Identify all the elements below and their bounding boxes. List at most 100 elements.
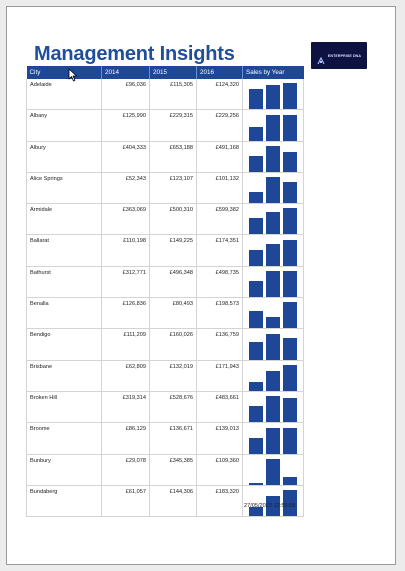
value-cell-2014: £96,036 (101, 79, 150, 111)
sparkline-bar-2014 (249, 155, 263, 172)
sparkline-bar-2014 (249, 507, 263, 516)
value-cell-2015: £115,305 (149, 79, 197, 111)
value-cell-2016: £174,351 (196, 234, 243, 267)
value-cell-2014: £62,809 (101, 360, 150, 392)
value-cell-2014: £126,836 (101, 297, 150, 330)
enterprise-dna-logo-icon (317, 52, 325, 64)
sparkline-bar-2016 (283, 364, 297, 391)
value-cell-2016: £229,256 (196, 109, 243, 142)
value-cell-2014: £125,990 (101, 109, 150, 142)
value-cell-2016: £171,943 (196, 360, 243, 392)
sparkline-bar-2016 (283, 151, 297, 172)
mouse-pointer-icon (68, 68, 78, 82)
table-row: Benalla £126,836 £80,493 £198,573 (26, 297, 304, 330)
value-cell-2015: £496,348 (149, 266, 197, 299)
value-cell-2014: £110,198 (101, 234, 150, 267)
table-row: Albury £404,333 £653,188 £491,168 (26, 141, 304, 173)
value-cell-2014: £111,209 (101, 328, 150, 361)
sparkline-bar-2015 (266, 145, 280, 172)
value-cell-2014: £29,078 (101, 454, 150, 486)
city-cell: Bundaberg (26, 485, 102, 518)
table-row: Bendigo £111,209 £160,026 £136,759 (26, 328, 304, 361)
table-row: Alice Springs £52,343 £123,107 £101,132 (26, 172, 304, 205)
sparkline-bar-2015 (266, 271, 280, 297)
value-cell-2016: £491,168 (196, 141, 243, 173)
sparkline-bar-2014 (249, 311, 263, 328)
sales-by-year-mini-chart (243, 395, 303, 422)
value-cell-2016: £124,320 (196, 79, 243, 111)
city-cell: Brisbane (26, 360, 102, 392)
value-cell-2015: £80,493 (149, 297, 197, 330)
value-cell-2014: £404,333 (101, 141, 150, 173)
value-cell-2015: £123,107 (149, 172, 197, 205)
sparkline-bar-2014 (249, 249, 263, 266)
sparkline-bar-2016 (283, 182, 297, 203)
sparkline-bar-2016 (283, 476, 297, 485)
value-cell-2015: £500,310 (149, 203, 197, 236)
sparkline-bar-2015 (266, 177, 280, 203)
value-cell-2016: £139,013 (196, 422, 243, 455)
value-cell-2015: £229,315 (149, 109, 197, 142)
city-cell: Armidale (26, 203, 102, 236)
sales-by-year-mini-chart (243, 458, 303, 485)
column-header-sales-by-year[interactable]: Sales by Year (242, 66, 304, 79)
sparkline-bar-2015 (266, 212, 280, 234)
value-cell-2014: £312,771 (101, 266, 150, 299)
city-cell: Bunbury (26, 454, 102, 486)
sparkline-bar-2016 (283, 239, 297, 266)
sparkline-bar-2016 (283, 490, 297, 516)
sales-by-year-mini-chart (243, 176, 303, 203)
sparkline-bar-2015 (266, 317, 280, 328)
city-cell: Adelaide (26, 79, 102, 111)
column-header-2015[interactable]: 2015 (149, 66, 197, 79)
value-cell-2016: £109,360 (196, 454, 243, 486)
value-cell-2014: £61,057 (101, 485, 150, 518)
value-cell-2016: £198,573 (196, 297, 243, 330)
value-cell-2015: £132,019 (149, 360, 197, 392)
sales-by-year-mini-chart (243, 301, 303, 328)
value-cell-2015: £345,385 (149, 454, 197, 486)
sparkline-bar-2015 (266, 243, 280, 266)
table-row: Ballarat £110,198 £149,225 £174,351 (26, 234, 304, 267)
value-cell-2015: £653,188 (149, 141, 197, 173)
table-row: Bundaberg £61,057 £144,306 £183,320 (26, 485, 304, 518)
value-cell-2015: £144,306 (149, 485, 197, 518)
city-cell: Broken Hill (26, 391, 102, 424)
sales-by-year-mini-chart (243, 145, 303, 172)
sparkline-bar-2016 (283, 83, 297, 109)
sparkline-cell (242, 454, 304, 486)
sales-by-year-mini-chart (243, 82, 303, 109)
column-header-2014[interactable]: 2014 (101, 66, 150, 79)
city-cell: Broome (26, 422, 102, 455)
table-body: Adelaide £96,036 £115,305 £124,320 Albany £12… (26, 79, 304, 518)
column-header-city[interactable]: City (26, 66, 102, 79)
city-cell: Bathurst (26, 266, 102, 299)
sales-table: City 2014 2015 2016 Sales by Year Adelai… (26, 66, 304, 518)
sparkline-cell (242, 141, 304, 173)
sparkline-cell (242, 328, 304, 361)
value-cell-2015: £136,671 (149, 422, 197, 455)
sparkline-cell (242, 360, 304, 392)
city-cell: Benalla (26, 297, 102, 330)
sparkline-bar-2014 (249, 406, 263, 422)
column-header-2016[interactable]: 2016 (196, 66, 243, 79)
table-row: Broken Hill £319,314 £528,676 £483,661 (26, 391, 304, 424)
city-cell: Bendigo (26, 328, 102, 361)
company-logo: ENTERPRISE DNA (311, 42, 367, 69)
sparkline-bar-2016 (283, 337, 297, 360)
sparkline-bar-2015 (266, 458, 280, 485)
value-cell-2015: £528,676 (149, 391, 197, 424)
value-cell-2014: £319,314 (101, 391, 150, 424)
sparkline-cell (242, 422, 304, 455)
sparkline-cell (242, 234, 304, 267)
sparkline-bar-2015 (266, 370, 280, 391)
value-cell-2016: £599,382 (196, 203, 243, 236)
sales-by-year-mini-chart (243, 239, 303, 266)
table-row: Bathurst £312,771 £496,348 £498,735 (26, 266, 304, 299)
value-cell-2014: £52,343 (101, 172, 150, 205)
sparkline-bar-2014 (249, 89, 263, 109)
value-cell-2015: £149,225 (149, 234, 197, 267)
sparkline-cell (242, 391, 304, 424)
sparkline-bar-2015 (266, 427, 280, 454)
